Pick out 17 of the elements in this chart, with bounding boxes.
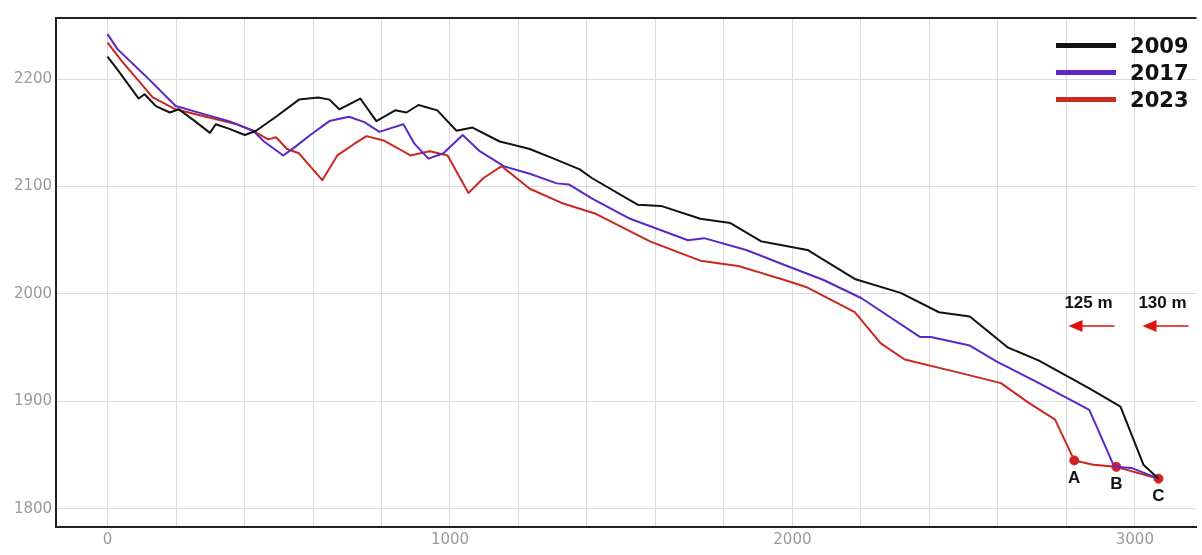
annotation: A xyxy=(1068,467,1081,487)
x-tick-label: 0 xyxy=(102,529,113,548)
y-tick-label: 2200 xyxy=(13,69,53,88)
legend-label: 2023 xyxy=(1130,87,1189,112)
y-tick-label: 1800 xyxy=(13,498,53,517)
annotation: B xyxy=(1110,474,1123,494)
annotation: C xyxy=(1152,485,1165,505)
y-tick-label: 2100 xyxy=(13,176,53,195)
annotation: 125 m xyxy=(1064,292,1113,312)
legend-label: 2009 xyxy=(1130,33,1189,58)
y-tick-label: 1900 xyxy=(13,391,53,410)
y-tick-label: 2000 xyxy=(13,283,53,302)
x-tick-label: 2000 xyxy=(773,529,812,548)
x-tick-label: 1000 xyxy=(430,529,470,548)
annotation: 130 m xyxy=(1138,292,1187,312)
legend-label: 2017 xyxy=(1130,60,1189,85)
x-tick-label: 3000 xyxy=(1115,529,1154,548)
